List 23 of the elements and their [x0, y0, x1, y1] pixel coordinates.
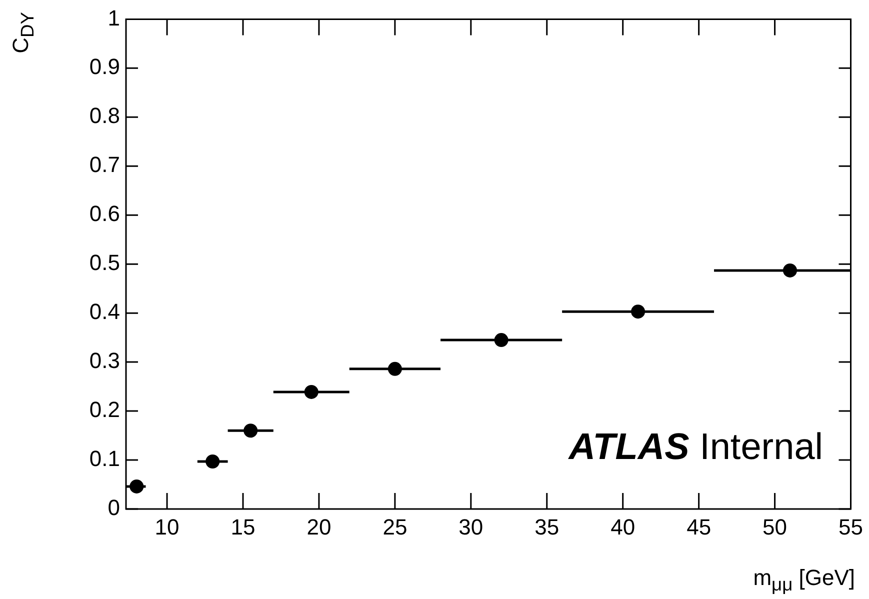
- x-tick-label: 45: [686, 514, 712, 540]
- y-tick-label: 0.1: [89, 446, 120, 472]
- x-tick-label: 30: [458, 514, 484, 540]
- x-tick-label: 25: [382, 514, 408, 540]
- annotation: ATLAS Internal: [568, 426, 823, 468]
- y-tick-label: 0.3: [89, 348, 120, 374]
- y-tick-label: 0.5: [89, 250, 120, 276]
- x-tick-label: 15: [230, 514, 256, 540]
- y-tick-label: 0.4: [89, 299, 120, 324]
- x-axis-title: m$_{μμ}$ [GeV]: [753, 565, 855, 596]
- x-tick-label: 55: [838, 514, 864, 540]
- x-tick-label: 40: [610, 514, 636, 540]
- y-tick-label: 1: [108, 5, 120, 30]
- x-tick-label: 20: [306, 514, 332, 540]
- x-tick-label: 10: [154, 514, 180, 540]
- y-tick-label: 0.6: [89, 201, 120, 226]
- y-tick-label: 0.8: [89, 103, 120, 128]
- x-tick-label: 35: [534, 514, 560, 540]
- y-tick-label: 0.2: [89, 397, 120, 422]
- x-tick-label: 50: [762, 514, 788, 540]
- y-tick-label: 0.9: [89, 54, 120, 80]
- y-tick-label: 0: [108, 495, 120, 520]
- y-tick-label: 0.7: [89, 152, 120, 178]
